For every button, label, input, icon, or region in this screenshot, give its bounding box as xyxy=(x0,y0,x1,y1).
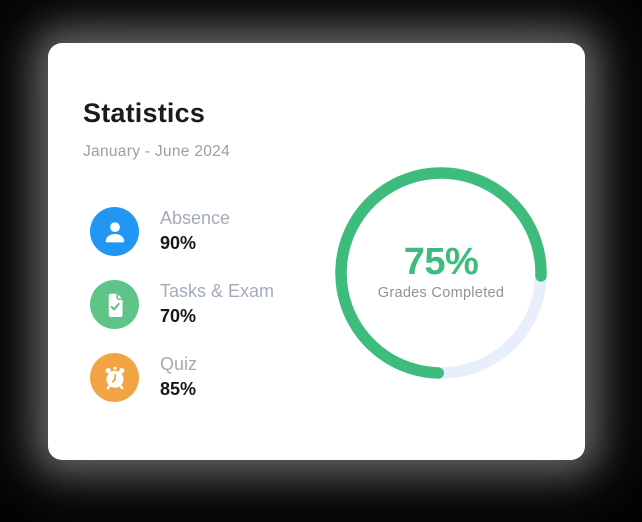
date-range-subtitle: January - June 2024 xyxy=(83,143,231,160)
stat-text: Tasks & Exam 70% xyxy=(160,281,274,327)
stat-label: Tasks & Exam xyxy=(160,281,275,302)
stat-value: 85% xyxy=(160,379,197,399)
document-check-icon xyxy=(90,280,139,329)
grades-donut-chart: 75% Grades Completed xyxy=(335,167,547,379)
stats-list: Absence 90% Tasks & Exam 70% xyxy=(90,207,274,426)
donut-progress-arc xyxy=(335,167,547,379)
statistics-card: Statistics January - June 2024 Absence 9… xyxy=(48,43,585,460)
alarm-clock-icon xyxy=(90,353,139,402)
stat-text: Absence 90% xyxy=(160,208,230,254)
stat-label: Quiz xyxy=(160,354,198,375)
donut-percent-label: 75% xyxy=(403,241,479,283)
list-item-quiz: Quiz 85% xyxy=(90,353,274,402)
page-title: Statistics xyxy=(83,98,206,128)
list-item-absence: Absence 90% xyxy=(90,207,274,256)
stat-text: Quiz 85% xyxy=(160,354,197,400)
stat-value: 90% xyxy=(160,233,197,253)
donut-ring xyxy=(335,167,547,379)
stat-value: 70% xyxy=(160,306,197,326)
donut-caption: Grades Completed xyxy=(377,285,505,301)
user-icon xyxy=(90,207,139,256)
list-item-tasks-exam: Tasks & Exam 70% xyxy=(90,280,274,329)
stat-label: Absence xyxy=(160,208,231,229)
